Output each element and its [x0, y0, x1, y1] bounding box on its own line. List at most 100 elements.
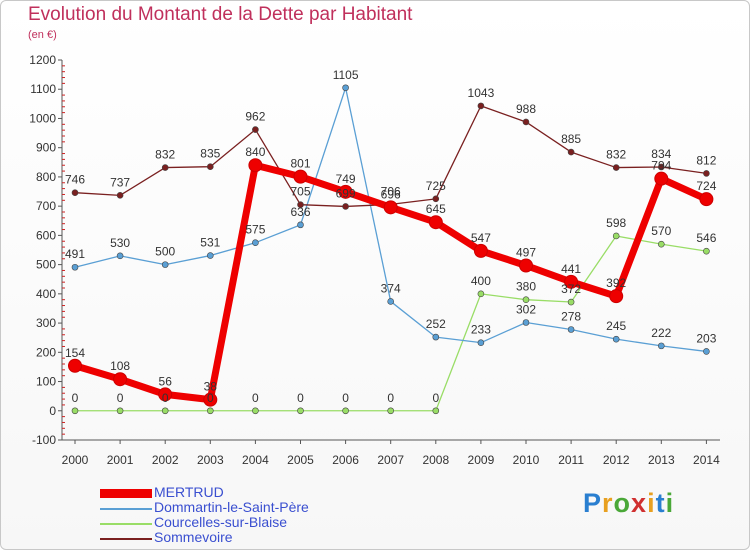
- data-label: 834: [651, 147, 671, 161]
- data-point: [699, 192, 714, 207]
- logo-letter: i: [647, 488, 656, 518]
- data-label: 546: [696, 231, 716, 245]
- data-point: [567, 298, 575, 306]
- data-point: [477, 290, 485, 298]
- x-tick-label: 2011: [558, 453, 584, 467]
- data-point: [519, 258, 533, 273]
- data-point: [252, 239, 259, 246]
- data-point: [158, 387, 173, 402]
- y-tick-label: 500: [36, 258, 56, 272]
- data-label: 725: [426, 179, 446, 193]
- data-label: 812: [696, 153, 716, 167]
- data-point: [71, 263, 79, 271]
- data-labels: 0 0 0 0 0 0 0 0 0 400 380 372 598 570 546 491 530 500 531 5…: [65, 68, 717, 405]
- data-label: 491: [65, 247, 85, 261]
- data-point: [342, 84, 349, 92]
- legend-swatch: [100, 523, 152, 525]
- y-tick-label: 1000: [29, 111, 56, 125]
- x-tick-label: 2004: [242, 453, 269, 467]
- logo-letter: P: [583, 488, 603, 518]
- data-label: 885: [561, 132, 581, 146]
- data-point: [248, 158, 263, 173]
- data-point: [297, 221, 304, 229]
- x-tick-label: 2014: [693, 453, 720, 467]
- x-tick-label: 2007: [377, 453, 404, 467]
- data-label: 575: [245, 223, 265, 237]
- x-tick-label: 2000: [62, 453, 89, 467]
- data-label: 245: [606, 319, 626, 333]
- data-point: [338, 184, 353, 199]
- data-label: 278: [561, 310, 581, 324]
- data-point: [297, 407, 304, 415]
- data-point: [161, 407, 169, 415]
- data-point: [612, 164, 620, 171]
- data-label: 400: [471, 274, 491, 288]
- data-point: [252, 407, 259, 415]
- data-label: 547: [471, 231, 491, 245]
- data-point: [567, 148, 575, 156]
- data-point: [703, 170, 710, 177]
- data-label: 0: [207, 391, 214, 405]
- data-label: 724: [696, 179, 716, 193]
- data-point: [609, 289, 624, 304]
- data-label: 696: [381, 187, 401, 201]
- data-label: 38: [204, 380, 218, 394]
- data-point: [522, 118, 530, 126]
- data-point: [477, 102, 485, 110]
- data-point: [116, 407, 124, 415]
- y-tick-label: 100: [36, 375, 56, 389]
- y-tick-label: 0: [49, 404, 56, 418]
- data-point: [657, 342, 665, 350]
- legend-swatch: [100, 538, 152, 540]
- x-tick-label: 2013: [648, 453, 675, 467]
- x-tick-label: 2010: [513, 453, 540, 467]
- data-label: 500: [155, 245, 175, 259]
- data-point: [293, 169, 308, 184]
- data-point: [161, 261, 169, 268]
- data-label: 0: [432, 391, 439, 405]
- data-label: 636: [290, 205, 310, 219]
- logo-letter: i: [665, 488, 675, 518]
- logo-letter: x: [631, 488, 648, 518]
- data-label: 832: [155, 148, 175, 162]
- y-tick-label: 300: [36, 316, 56, 330]
- data-point: [207, 407, 214, 415]
- data-point: [567, 326, 575, 333]
- data-point: [564, 274, 579, 289]
- data-point: [432, 407, 440, 415]
- legend-label: Sommevoire: [154, 529, 233, 545]
- y-tick-label: 800: [36, 170, 56, 184]
- data-label: 0: [72, 391, 79, 405]
- data-point: [654, 171, 669, 186]
- data-label: 988: [516, 102, 536, 116]
- x-tick-label: 2005: [287, 453, 314, 467]
- data-label: 645: [426, 202, 446, 216]
- data-point: [207, 163, 214, 170]
- data-point: [68, 358, 82, 373]
- data-label: 706: [381, 184, 401, 198]
- data-point: [387, 298, 395, 305]
- data-label: 0: [297, 391, 304, 405]
- logo-letter: t: [655, 488, 666, 518]
- data-label: 0: [387, 391, 394, 405]
- data-label: 1043: [468, 86, 495, 100]
- data-point: [657, 163, 665, 171]
- data-point: [342, 407, 349, 415]
- data-label: 598: [606, 216, 626, 230]
- data-label: 302: [516, 302, 536, 316]
- data-label: 746: [65, 173, 85, 187]
- data-label: 0: [162, 391, 169, 405]
- data-label: 749: [336, 172, 356, 186]
- data-point: [432, 333, 440, 341]
- data-label: 1105: [333, 68, 359, 82]
- data-label: 801: [290, 157, 310, 171]
- data-label: 570: [651, 224, 671, 238]
- data-label: 835: [200, 147, 220, 161]
- data-point: [383, 200, 398, 215]
- data-point: [522, 319, 530, 326]
- data-label: 374: [381, 281, 401, 295]
- y-tick-label: 400: [36, 287, 56, 301]
- legend-swatch: [100, 508, 152, 510]
- x-tick-label: 2002: [152, 453, 179, 467]
